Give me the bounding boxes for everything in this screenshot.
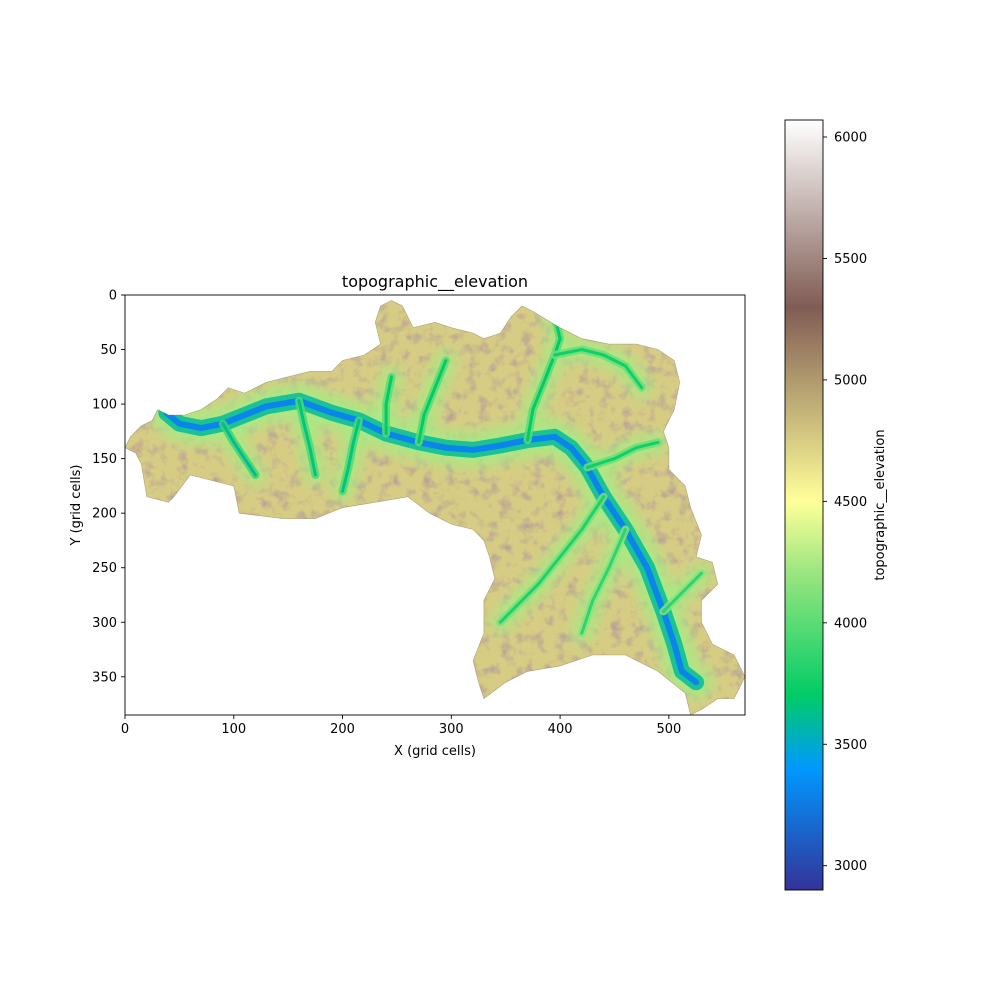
raster-texture — [125, 300, 745, 715]
colorbar-tick-label: 5500 — [834, 252, 867, 267]
colorbar-label: topographic__elevation — [873, 429, 888, 580]
y-tick-label: 250 — [92, 561, 117, 576]
elevation-raster — [125, 300, 745, 715]
valley-channel — [297, 399, 317, 477]
colorbar-tick-label: 6000 — [834, 131, 867, 146]
x-tick-label: 500 — [656, 722, 681, 737]
valley-channel — [163, 397, 700, 686]
watershed-outline — [124, 300, 746, 716]
y-axis: 0 50 100 150 200 250 300 350 — [92, 289, 125, 685]
colorbar-tick-label: 3500 — [834, 738, 867, 753]
valley-channel — [384, 375, 393, 435]
x-tick-label: 300 — [439, 722, 464, 737]
x-tick-label: 0 — [121, 722, 129, 737]
valley-channel — [221, 422, 257, 477]
y-tick-label: 300 — [92, 616, 117, 631]
colorbar-tick-label: 4500 — [834, 495, 867, 510]
valley-channel — [553, 348, 644, 390]
y-tick-label: 50 — [100, 343, 117, 358]
chart-title: topographic__elevation — [342, 272, 528, 292]
valley-channel — [661, 571, 703, 613]
valley-channel — [498, 495, 606, 624]
y-tick-label: 100 — [92, 398, 117, 413]
plot-frame — [124, 294, 746, 716]
valley-channel — [417, 359, 448, 444]
valley-network — [149, 300, 714, 700]
y-tick-label: 200 — [92, 507, 117, 522]
x-axis-label: X (grid cells) — [394, 744, 476, 759]
valley-channel — [585, 440, 660, 469]
colorbar: 3000 3500 4000 4500 5000 5500 6000 topographic… — [784, 119, 888, 891]
x-tick-label: 400 — [548, 722, 573, 737]
plot-area — [124, 294, 746, 716]
x-tick-label: 200 — [330, 722, 355, 737]
colorbar-tick-label: 4000 — [834, 616, 867, 631]
x-axis: 0 100 200 300 400 500 — [121, 715, 681, 737]
colorbar-ticks: 3000 3500 4000 4500 5000 5500 6000 — [823, 131, 867, 874]
valley-channel — [580, 528, 627, 635]
x-tick-label: 100 — [221, 722, 246, 737]
y-tick-label: 150 — [92, 452, 117, 467]
valley-channel — [341, 419, 361, 493]
y-tick-label: 0 — [109, 289, 117, 304]
y-axis-label: Y (grid cells) — [69, 465, 84, 547]
colorbar-tick-label: 3000 — [834, 859, 867, 874]
colorbar-bar — [784, 119, 824, 891]
y-tick-label: 350 — [92, 670, 117, 685]
colorbar-tick-label: 5000 — [834, 373, 867, 388]
